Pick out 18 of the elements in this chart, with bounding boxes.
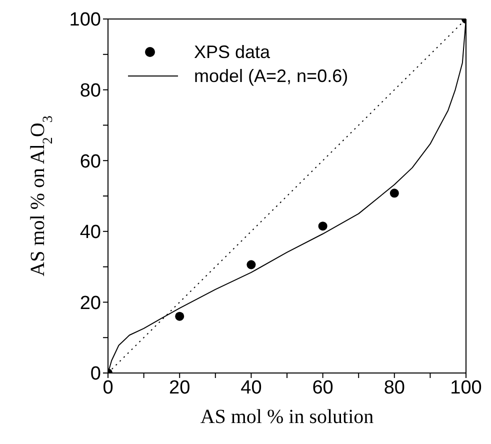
x-tick-label: 40 xyxy=(240,377,262,398)
y-tick-label: 20 xyxy=(80,292,101,314)
y-tick-label: 80 xyxy=(80,80,101,102)
x-tick-label: 80 xyxy=(384,377,405,398)
x-tick-label: 60 xyxy=(312,377,334,398)
legend-label: model (A=2, n=0.6) xyxy=(194,65,348,88)
point xyxy=(246,260,256,270)
x-tick-label: 20 xyxy=(169,377,190,398)
legend-label: XPS data xyxy=(194,41,270,64)
point xyxy=(175,312,184,321)
x-axis-title: AS mol % in solution xyxy=(200,406,374,428)
y-tick-label: 60 xyxy=(80,151,101,172)
x-tick-label: 100 xyxy=(450,377,482,398)
point xyxy=(390,188,399,198)
point xyxy=(318,222,328,231)
y-tick-label: 100 xyxy=(69,10,101,31)
y-tick-label: 0 xyxy=(90,364,101,385)
y-tick-label: 40 xyxy=(80,222,101,244)
